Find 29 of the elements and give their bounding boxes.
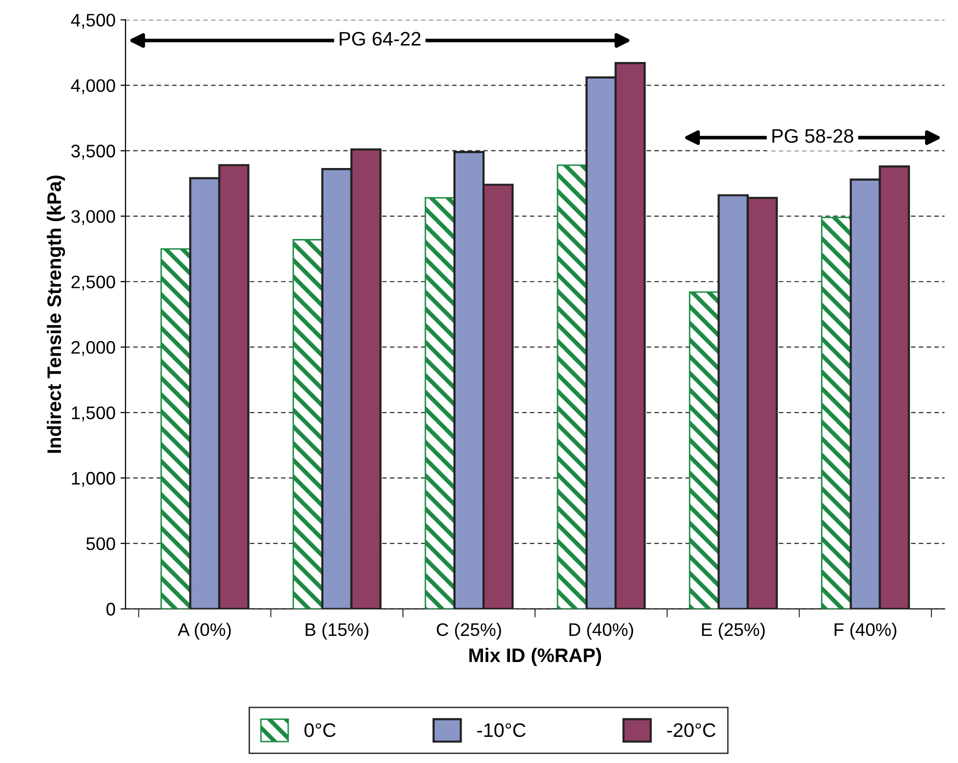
y-tick-label: 500 — [86, 537, 116, 550]
x-tick-label: A (0%) — [178, 622, 231, 640]
y-tick-label: 3,000 — [71, 210, 116, 226]
y-tick-label: 0 — [106, 602, 116, 616]
annotation: PG 64-22 — [340, 32, 420, 46]
x-tick-label: D (40%) — [569, 622, 634, 640]
bar — [424, 197, 456, 609]
bar — [160, 248, 191, 609]
y-tick-label: 4,500 — [71, 14, 116, 29]
y-tick-label: 1,500 — [72, 406, 116, 422]
y-tick-label: 1,000 — [72, 472, 116, 487]
x-tick-label: E (25%) — [702, 622, 765, 640]
bar — [556, 164, 588, 609]
y-tick-label: 2,500 — [72, 276, 116, 290]
y-tick-label: 2,000 — [72, 341, 116, 356]
legend-label: 0°C — [304, 723, 336, 738]
y-tick-label: 4,000 — [71, 79, 116, 94]
x-axis-title: Mix ID (%RAP) — [469, 648, 602, 666]
legend-label: -20°C — [667, 723, 716, 738]
annotation: PG 58-28 — [772, 129, 854, 143]
x-tick-label: B (15%) — [306, 622, 368, 640]
bar — [688, 291, 720, 609]
bar — [821, 216, 852, 609]
y-tick-label: 3,500 — [71, 144, 116, 160]
legend-label: -10°C — [477, 723, 526, 738]
bar — [292, 239, 324, 609]
y-axis-title: Indirect Tensile Strength (kPa) — [46, 176, 66, 453]
x-tick-label: F (40%) — [834, 622, 896, 640]
x-tick-label: C (25%) — [436, 622, 501, 640]
